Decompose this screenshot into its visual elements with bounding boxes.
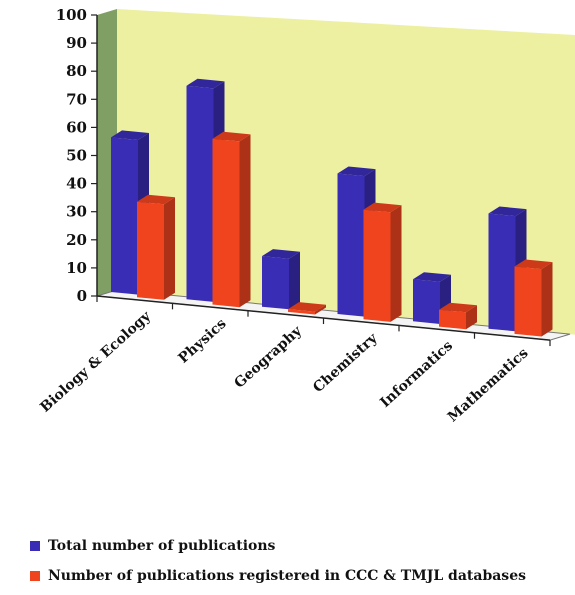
bar-top bbox=[186, 78, 225, 89]
y-tick-label: 60 bbox=[66, 118, 87, 136]
bar-front bbox=[111, 137, 138, 295]
x-category-label: Biology & Ecology bbox=[37, 308, 154, 416]
bar-top bbox=[262, 249, 300, 259]
y-tick-label: 100 bbox=[56, 6, 87, 24]
y-tick-label: 40 bbox=[66, 175, 87, 193]
x-category-label: Mathematics bbox=[445, 345, 532, 425]
bar-side bbox=[239, 134, 251, 308]
bar-front bbox=[262, 256, 289, 310]
bar-registered bbox=[439, 302, 477, 330]
bar-top bbox=[488, 206, 527, 217]
bar-front bbox=[514, 266, 542, 337]
chart: 0 10 20 30 40 50 60 70 80 90 100 Biology & Ecology… bbox=[37, 6, 575, 425]
bar-side bbox=[315, 304, 326, 315]
bar-registered bbox=[363, 202, 402, 322]
bar-front bbox=[288, 309, 315, 315]
y-tick-label: 50 bbox=[66, 147, 87, 165]
bar-side bbox=[390, 205, 402, 322]
bar-top bbox=[288, 302, 326, 312]
bar-side bbox=[466, 305, 477, 330]
bar-total bbox=[262, 249, 300, 310]
legend-item-registered: Number of publications registered in CCC… bbox=[30, 565, 526, 587]
bar-front bbox=[363, 209, 391, 322]
bar-top bbox=[337, 166, 376, 177]
bar-registered bbox=[212, 131, 251, 308]
bar-top bbox=[137, 194, 175, 205]
x-category-label: Informatics bbox=[377, 338, 456, 411]
bar-registered bbox=[137, 194, 175, 300]
legend-label-registered: Number of publications registered in CCC… bbox=[48, 568, 526, 584]
bars bbox=[111, 78, 553, 337]
bar-top bbox=[413, 272, 451, 282]
bar-top bbox=[514, 259, 553, 270]
bar-front bbox=[413, 279, 440, 324]
legend-swatch-registered bbox=[30, 571, 40, 581]
bar-top bbox=[363, 202, 402, 213]
bar-front bbox=[488, 213, 516, 332]
x-category-label: Geography bbox=[231, 323, 305, 392]
bar-front bbox=[137, 201, 164, 300]
y-tick-label: 20 bbox=[66, 231, 87, 249]
bar-side bbox=[541, 262, 553, 337]
y-tick-label: 70 bbox=[66, 90, 87, 108]
legend: Total number of publications Number of p… bbox=[30, 535, 526, 595]
y-tick-label: 0 bbox=[77, 287, 87, 305]
bar-top bbox=[439, 302, 477, 313]
x-category-label: Physics bbox=[175, 316, 229, 367]
bar-registered bbox=[514, 259, 553, 337]
bar-top bbox=[111, 130, 149, 140]
y-tick-label: 80 bbox=[66, 62, 87, 80]
y-tick-label: 30 bbox=[66, 203, 87, 221]
legend-label-total: Total number of publications bbox=[48, 538, 276, 554]
bar-front bbox=[337, 173, 365, 317]
legend-item-total: Total number of publications bbox=[30, 535, 526, 557]
bar-side bbox=[164, 197, 175, 300]
bar-front bbox=[186, 85, 214, 302]
y-tick-label: 90 bbox=[66, 34, 87, 52]
x-category-label: Chemistry bbox=[310, 330, 381, 396]
bar-registered bbox=[288, 302, 326, 315]
bar-front bbox=[439, 309, 466, 330]
legend-swatch-total bbox=[30, 541, 40, 551]
y-tick-label: 10 bbox=[66, 259, 87, 277]
bar-front bbox=[212, 138, 240, 308]
y-axis: 0 10 20 30 40 50 60 70 80 90 100 bbox=[56, 6, 98, 305]
bar-top bbox=[212, 131, 251, 142]
bar-side bbox=[289, 251, 300, 310]
